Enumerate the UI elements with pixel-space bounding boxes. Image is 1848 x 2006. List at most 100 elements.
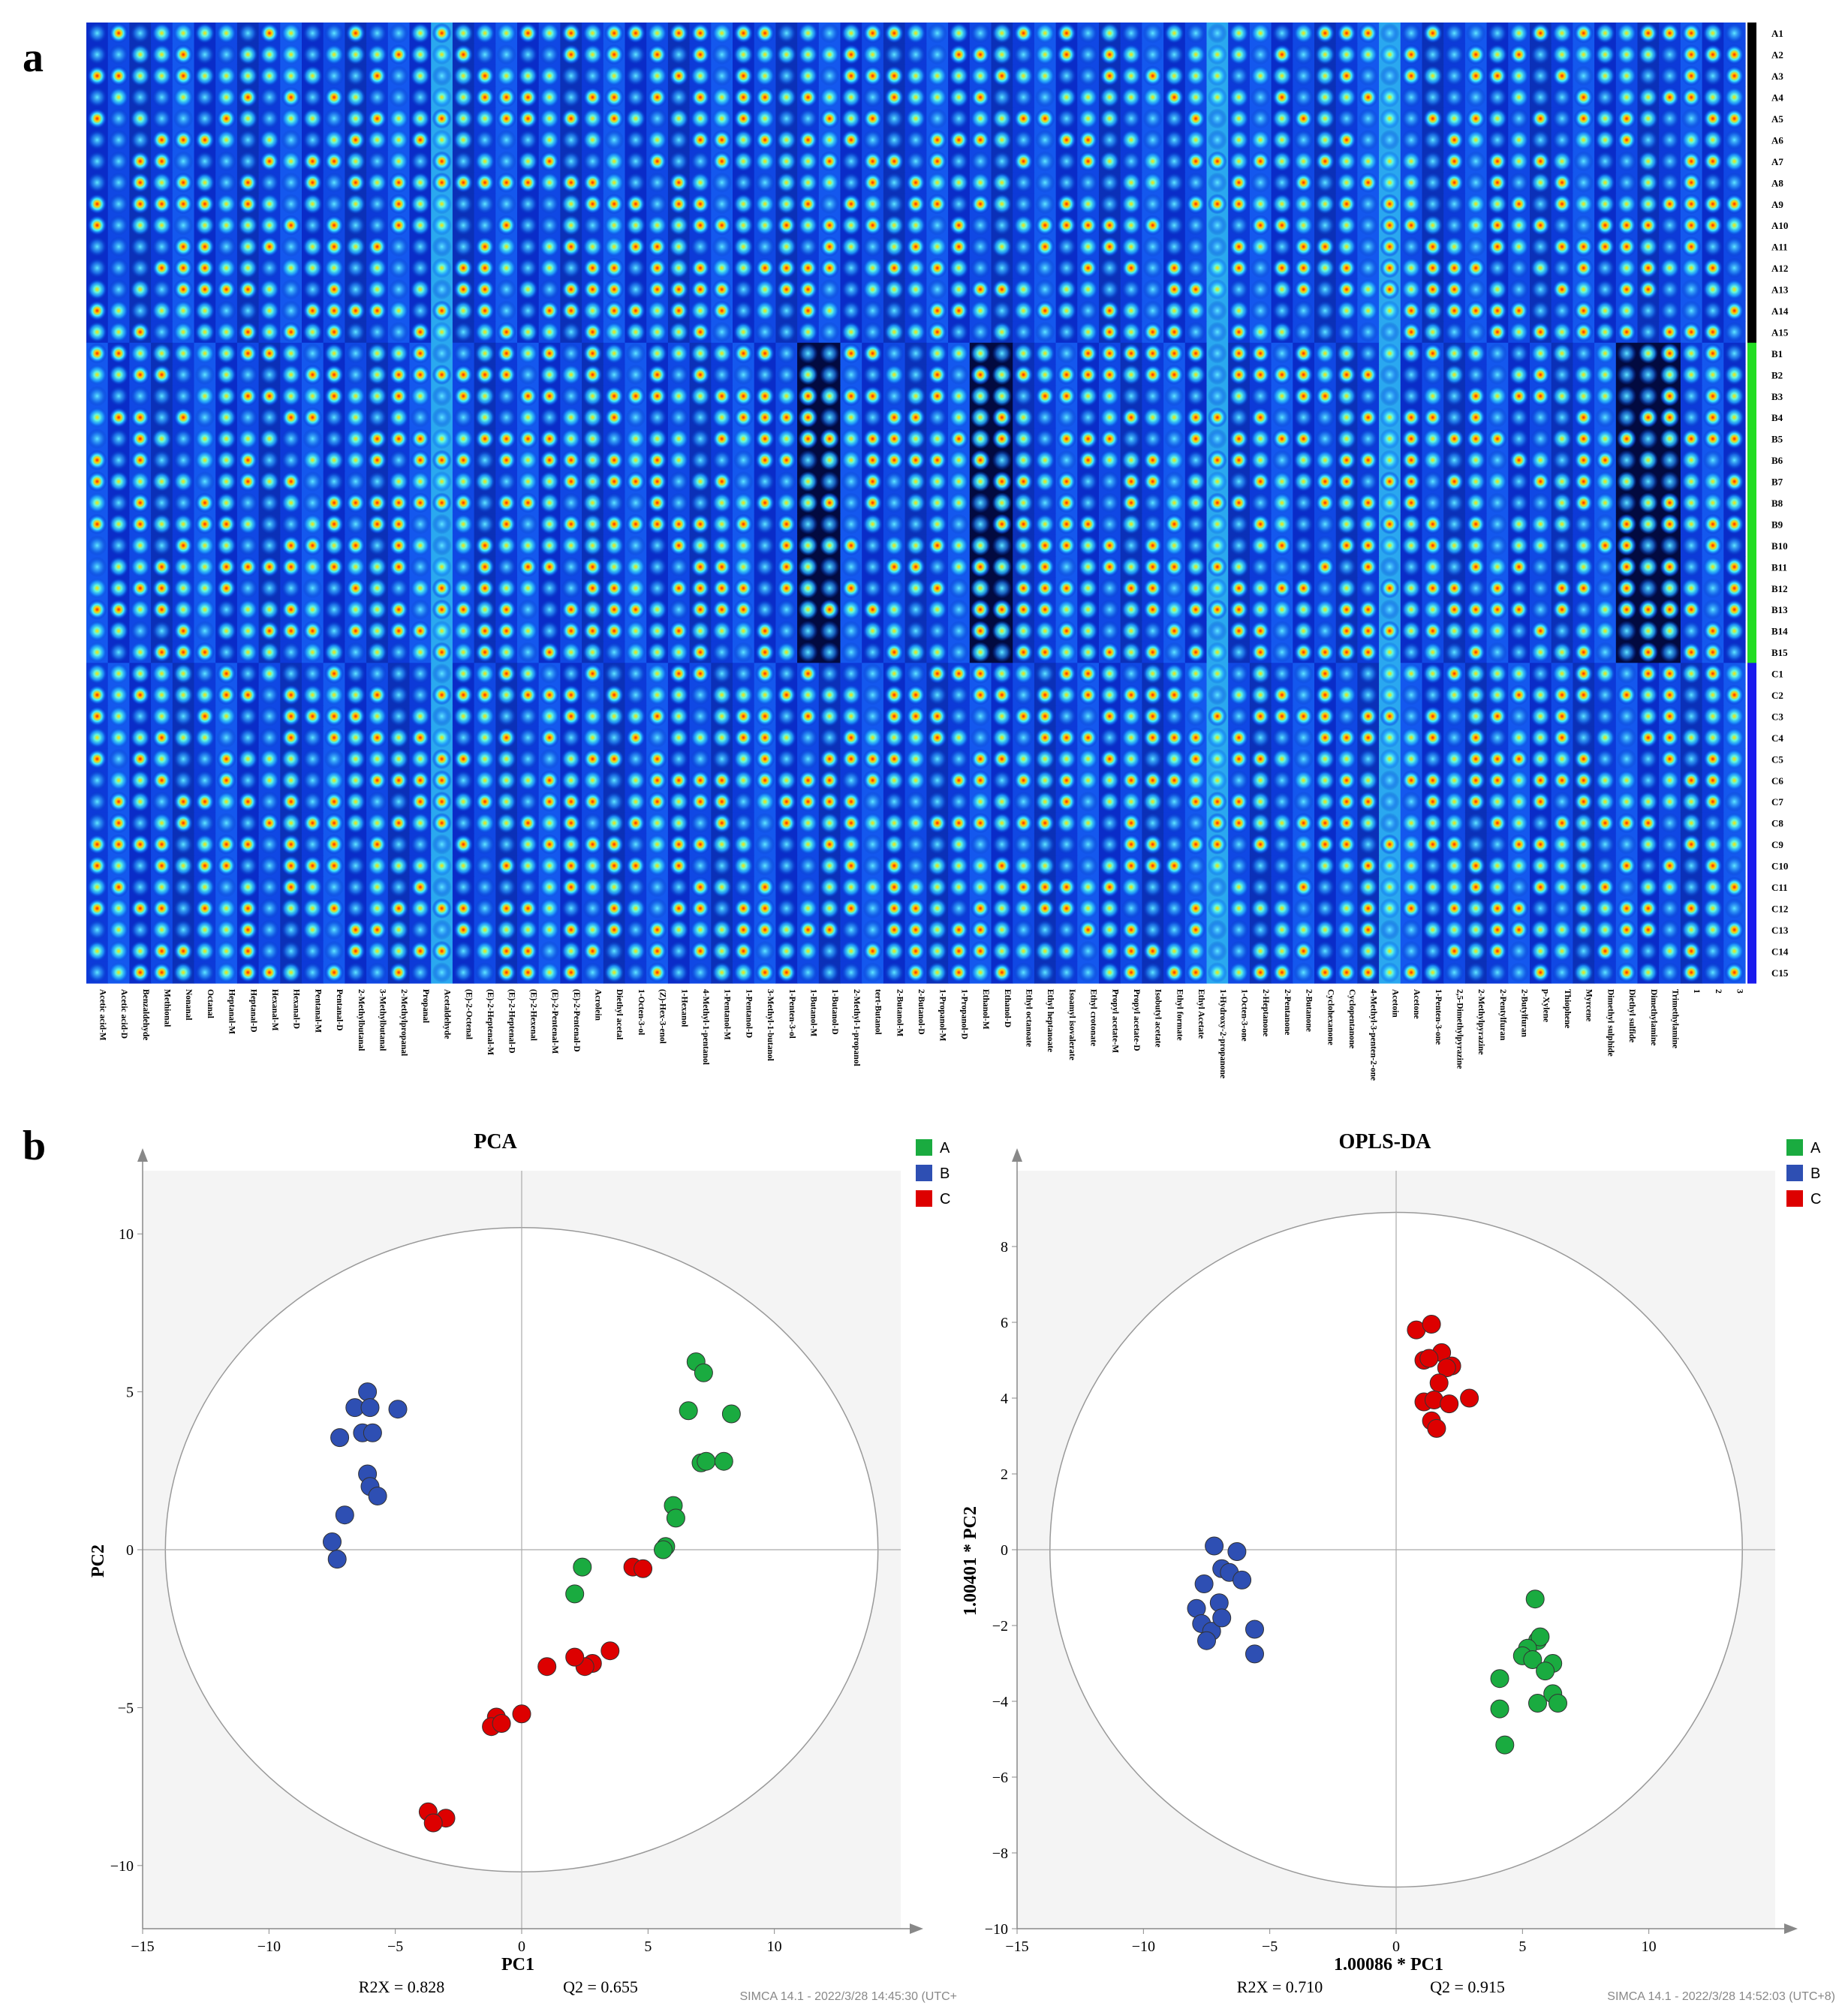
heatmap-spot [389,343,409,364]
heatmap-spot [367,44,387,65]
heatmap-spot [1573,236,1594,257]
heatmap-spot [1380,386,1400,407]
heatmap-spot [238,215,258,236]
heatmap-spot [690,23,711,44]
heatmap-spot [712,215,732,236]
heatmap-spot [410,129,431,151]
heatmap-spot [216,215,236,236]
heatmap-spot [669,129,689,151]
heatmap-spot [1660,172,1680,193]
heatmap-spot [474,151,495,172]
heatmap-spot [970,151,991,172]
heatmap-spot [669,215,689,236]
heatmap-spot [152,300,172,321]
heatmap-spot [259,300,280,321]
heatmap-spot [1078,386,1098,407]
heatmap-spot [1401,108,1422,129]
heatmap-spot [647,407,667,428]
heatmap-spot [302,172,323,193]
heatmap-spot [1078,194,1098,215]
heatmap-spot [474,321,495,343]
heatmap-spot [389,86,409,108]
heatmap-spot [1573,215,1594,236]
heatmap-spot [194,129,215,151]
heatmap-spot [1336,23,1357,44]
heatmap-spot [216,172,236,193]
heatmap-spot [625,257,646,278]
heatmap-spot [302,278,323,300]
heatmap-spot [841,129,862,151]
heatmap-spot [820,172,840,193]
heatmap-spot [518,278,538,300]
heatmap-spot [1552,321,1573,343]
heatmap-spot [1229,129,1249,151]
heatmap-spot [776,236,797,257]
heatmap-spot [690,215,711,236]
heatmap-spot [669,86,689,108]
heatmap-spot [1530,343,1551,364]
heatmap-spot [1251,278,1271,300]
heatmap-spot [453,321,474,343]
heatmap-row-spots-A5 [87,108,1744,129]
heatmap-spot [1164,386,1184,407]
heatmap-spot [238,386,258,407]
heatmap-spot [216,23,236,44]
heatmap-spot [1681,407,1702,428]
heatmap-spot [1616,386,1637,407]
heatmap-spot [1121,108,1142,129]
heatmap-spot [905,194,926,215]
heatmap-spot [432,65,452,86]
heatmap-spot [432,278,452,300]
heatmap-spot [1466,215,1486,236]
heatmap-spot [1142,386,1163,407]
heatmap-spot [1121,257,1142,278]
heatmap-spot [1616,407,1637,428]
heatmap-spot [1638,151,1658,172]
heatmap-spot [1013,278,1034,300]
heatmap-spot [1681,86,1702,108]
heatmap-spot [733,386,754,407]
heatmap-spot [625,215,646,236]
heatmap-spot [905,343,926,364]
heatmap-spot [152,343,172,364]
heatmap-spot [1293,65,1314,86]
heatmap-spot [1336,343,1357,364]
heatmap-spot [1272,108,1293,129]
heatmap-spot [152,236,172,257]
heatmap-spot [1358,129,1378,151]
heatmap-spot [1336,257,1357,278]
heatmap-spot [539,151,560,172]
heatmap-spot [1380,257,1400,278]
heatmap-spot [518,215,538,236]
heatmap-spot [754,407,775,428]
heatmap-spot [1552,257,1573,278]
heatmap-spot [1185,194,1206,215]
heatmap-spot [992,300,1013,321]
heatmap-spot [1487,364,1508,385]
heatmap-spot [1638,407,1658,428]
heatmap-spot [992,236,1013,257]
heatmap-spot [1185,44,1206,65]
heatmap-spot [1358,343,1378,364]
heatmap-spot [1315,108,1335,129]
heatmap-spot [345,151,366,172]
heatmap-spot [194,44,215,65]
heatmap-spot [496,44,516,65]
heatmap-spot [1660,129,1680,151]
heatmap-spot [949,194,969,215]
heatmap-spot [453,108,474,129]
heatmap-spot [1121,407,1142,428]
heatmap-spot [1422,343,1443,364]
heatmap-spot [87,44,107,65]
heatmap-spot [1272,65,1293,86]
heatmap-spot [1078,65,1098,86]
heatmap-spot [1272,172,1293,193]
heatmap-spot [1487,407,1508,428]
heatmap-spot [884,236,904,257]
heatmap-spot [1422,300,1443,321]
heatmap-spot [798,172,818,193]
heatmap-spot [1207,65,1228,86]
heatmap-spot [1142,236,1163,257]
heatmap-spot [669,151,689,172]
heatmap-spot [152,86,172,108]
